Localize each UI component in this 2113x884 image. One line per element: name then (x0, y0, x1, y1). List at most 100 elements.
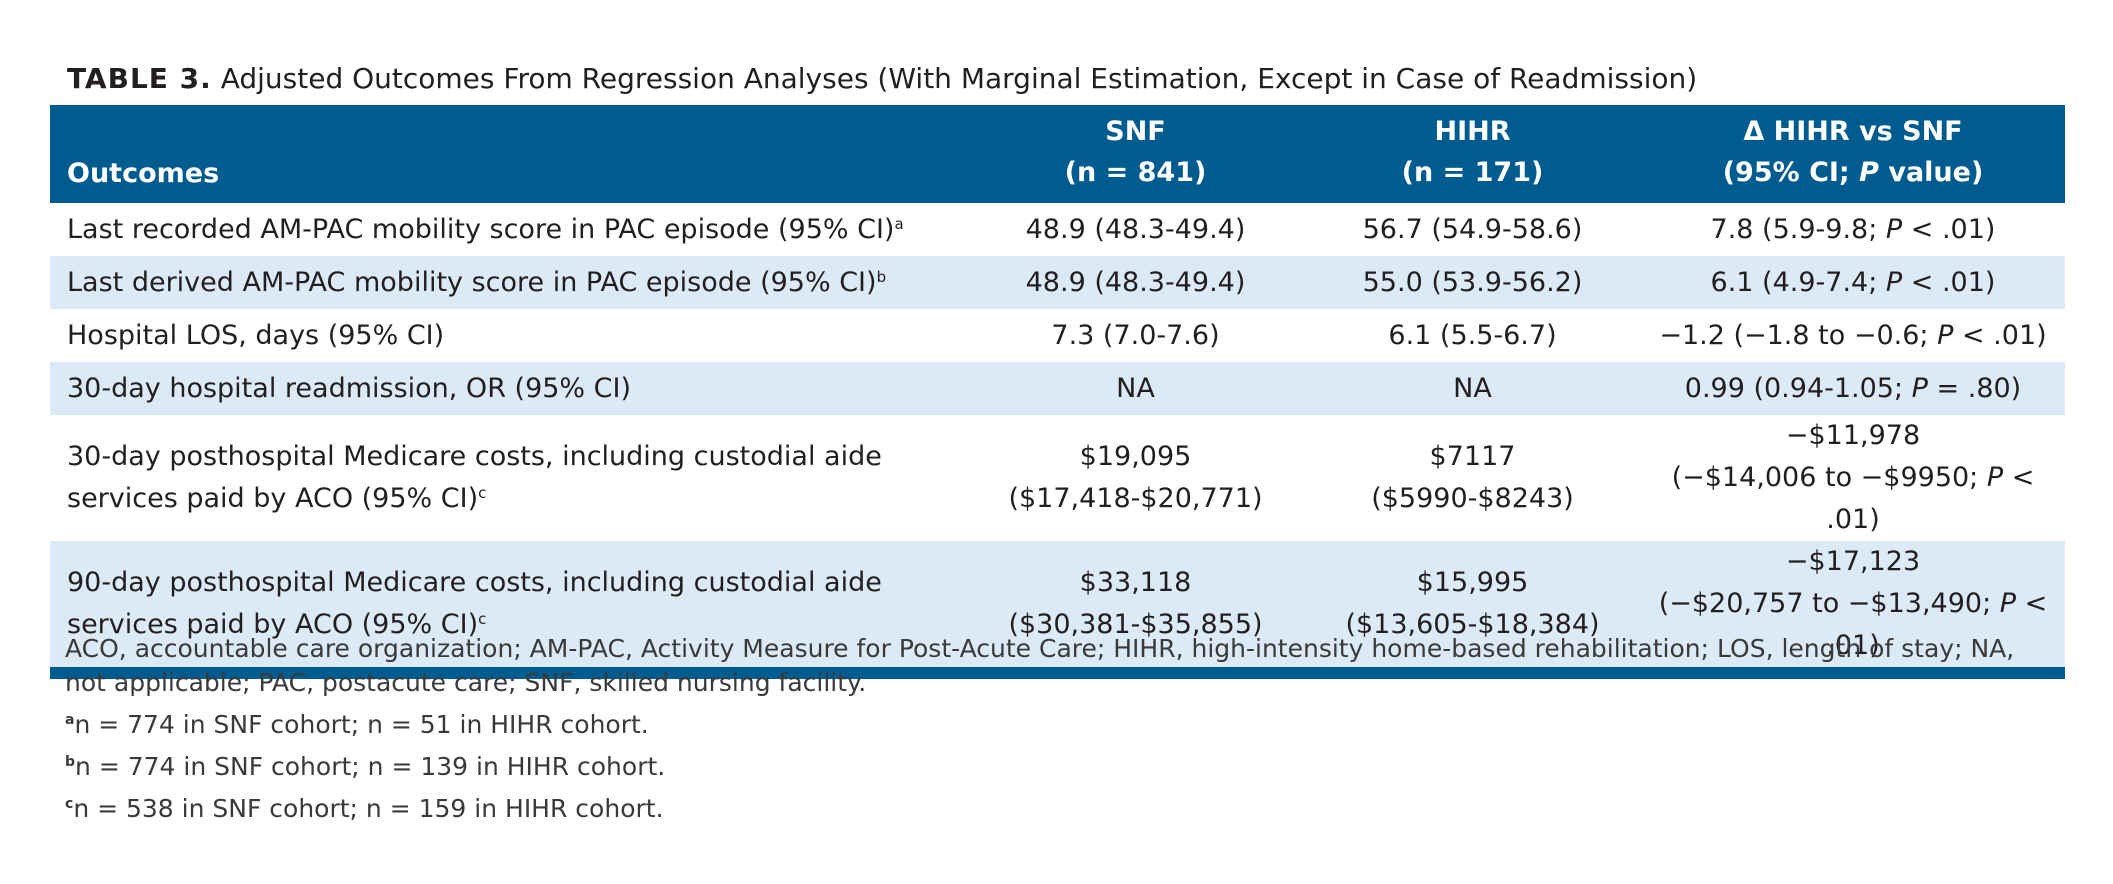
footnote-mark: b (876, 267, 887, 286)
cell-delta-pre: 6.1 (4.9-7.4; (1710, 266, 1886, 298)
p-symbol: P (1911, 372, 1928, 404)
cell-hihr: $7117 ($5990-$8243) (1304, 415, 1641, 541)
footnote-c: cn = 538 in SNF cohort; n = 159 in HIHR … (65, 792, 2055, 826)
table-row: 30-day hospital readmission, OR (95% CI)… (50, 362, 2065, 415)
row-label-line1: 90-day posthospital Medicare costs, incl… (67, 567, 882, 598)
cell-delta-post: < .01) (1902, 266, 1996, 298)
row-label: Last recorded AM-PAC mobility score in P… (50, 203, 967, 256)
footnote-text: n = 538 in SNF cohort; n = 159 in HIHR c… (73, 794, 664, 823)
header-snf-n: (n = 841) (1064, 157, 1207, 188)
header-hihr-n: (n = 171) (1401, 157, 1544, 188)
header-delta: Δ HIHR vs SNF (95% CI; P value) (1641, 105, 2065, 203)
cell-snf-value: $19,095 (1079, 441, 1192, 472)
p-symbol: P (1885, 213, 1903, 245)
cell-delta: −1.2 (−1.8 to −0.6; P < .01) (1641, 309, 2065, 362)
cell-delta-pre: 7.8 (5.9-9.8; (1710, 213, 1886, 245)
footnote-a: an = 774 in SNF cohort; n = 51 in HIHR c… (65, 708, 2055, 742)
footnote-mark: a (894, 214, 904, 233)
header-delta-ci-pre: (95% CI; (1722, 157, 1860, 188)
header-snf-name: SNF (1105, 116, 1166, 147)
footnote-text: n = 774 in SNF cohort; n = 139 in HIHR c… (75, 752, 666, 781)
header-delta-ci: (95% CI; P value) (1641, 152, 2065, 193)
row-label-text: Last derived AM-PAC mobility score in PA… (67, 266, 877, 298)
table-row: Last derived AM-PAC mobility score in PA… (50, 256, 2065, 309)
cell-snf: 48.9 (48.3-49.4) (1025, 213, 1246, 245)
cell-delta-pre: (−$20,757 to −$13,490; (1658, 588, 2000, 619)
header-outcomes: Outcomes (50, 105, 967, 203)
row-label-line2: services paid by ACO (95% CI)c (67, 478, 967, 520)
row-label: 30-day posthospital Medicare costs, incl… (50, 415, 967, 541)
cell-hihr: NA (1304, 362, 1641, 415)
cell-delta: 7.8 (5.9-9.8; P < .01) (1641, 203, 2065, 256)
cell-delta-pre: −1.2 (−1.8 to −0.6; (1659, 319, 1938, 351)
header-snf: SNF (n = 841) (967, 105, 1304, 203)
abbreviations-note: ACO, accountable care organization; AM-P… (65, 634, 2015, 697)
cell-delta-value: −$11,978 (1785, 420, 1921, 451)
table-header-row: Outcomes SNF (n = 841) HIHR (n = 171) Δ … (50, 105, 2065, 203)
footnote-mark: b (65, 754, 76, 770)
cell-snf: 7.3 (7.0-7.6) (1051, 319, 1220, 351)
footnote-mark: c (65, 796, 74, 812)
cell-snf: $33,118 ($30,381-$35,855) (967, 541, 1304, 679)
row-label-text: Last recorded AM-PAC mobility score in P… (67, 213, 895, 245)
cell-snf-value: $33,118 (1079, 567, 1192, 598)
table-row: Hospital LOS, days (95% CI) 7.3 (7.0-7.6… (50, 309, 2065, 362)
row-label: Hospital LOS, days (95% CI) (67, 319, 445, 351)
cell-hihr: $15,995 ($13,605-$18,384) (1304, 541, 1641, 679)
row-label: 30-day hospital readmission, OR (95% CI) (50, 362, 967, 415)
table-label: TABLE 3. (67, 62, 212, 95)
cell-delta-value: −$17,123 (1785, 546, 1921, 577)
cell-delta-post: < .01) (1826, 462, 2035, 535)
cell-delta-post: = .80) (1927, 372, 2022, 404)
footnote-mark: c (478, 610, 487, 628)
table-title: Adjusted Outcomes From Regression Analys… (220, 62, 1698, 95)
cell-delta-post: < .01) (1953, 319, 2047, 351)
table-caption: TABLE 3. Adjusted Outcomes From Regressi… (67, 62, 1697, 96)
row-label: 90-day posthospital Medicare costs, incl… (50, 541, 967, 679)
outcomes-table: Outcomes SNF (n = 841) HIHR (n = 171) Δ … (50, 105, 2065, 679)
cell-snf-ci: ($17,418-$20,771) (1008, 483, 1263, 514)
cell-hihr-ci: ($13,605-$18,384) (1345, 609, 1600, 640)
cell-delta-pre: (−$14,006 to −$9950; (1671, 462, 1987, 493)
p-symbol: P (1937, 319, 1954, 351)
p-symbol: P (1999, 588, 2017, 619)
row-label: Last derived AM-PAC mobility score in PA… (50, 256, 967, 309)
header-hihr-name: HIHR (1434, 116, 1511, 147)
cell-hihr-value: $15,995 (1416, 567, 1529, 598)
p-symbol: P (1986, 462, 2004, 493)
row-label-line2-text: services paid by ACO (95% CI) (67, 609, 479, 640)
header-delta-ci-post: value) (1878, 157, 1984, 188)
cell-delta-ci: (−$20,757 to −$13,490; P < .01) (1641, 583, 2065, 667)
cell-delta-post: < .01) (1902, 213, 1996, 245)
header-delta-name: Δ HIHR vs SNF (1743, 116, 1963, 147)
p-symbol: P (1885, 266, 1903, 298)
footnote-text: n = 774 in SNF cohort; n = 51 in HIHR co… (74, 710, 649, 739)
cell-delta: −$17,123 (−$20,757 to −$13,490; P < .01) (1641, 541, 2065, 679)
cell-delta-ci: (−$14,006 to −$9950; P < .01) (1641, 457, 2065, 541)
footnote-mark: c (478, 484, 487, 502)
header-delta-p: P (1859, 157, 1879, 188)
cell-hihr: 55.0 (53.9-56.2) (1304, 256, 1641, 309)
cell-hihr-value: $7117 (1429, 441, 1516, 472)
row-label-line2: services paid by ACO (95% CI)c (67, 604, 967, 646)
cell-delta-post: < .01) (1826, 588, 2048, 661)
table-row: Last recorded AM-PAC mobility score in P… (50, 203, 2065, 256)
cell-snf: NA (967, 362, 1304, 415)
footnote-mark: a (65, 712, 75, 728)
cell-delta: 6.1 (4.9-7.4; P < .01) (1641, 256, 2065, 309)
row-label-line2-text: services paid by ACO (95% CI) (67, 483, 479, 514)
table-notes: ACO, accountable care organization; AM-P… (65, 632, 2055, 834)
table-row: 90-day posthospital Medicare costs, incl… (50, 541, 2065, 679)
cell-snf: 48.9 (48.3-49.4) (967, 256, 1304, 309)
row-label-line1: 30-day posthospital Medicare costs, incl… (67, 441, 882, 472)
cell-hihr: 6.1 (5.5-6.7) (1388, 319, 1557, 351)
cell-hihr: 56.7 (54.9-58.6) (1362, 213, 1583, 245)
cell-delta: 0.99 (0.94-1.05; P = .80) (1641, 362, 2065, 415)
cell-delta: −$11,978 (−$14,006 to −$9950; P < .01) (1641, 415, 2065, 541)
cell-snf-ci: ($30,381-$35,855) (1008, 609, 1263, 640)
footnote-b: bn = 774 in SNF cohort; n = 139 in HIHR … (65, 750, 2055, 784)
cell-delta-pre: 0.99 (0.94-1.05; (1684, 372, 1912, 404)
cell-hihr-ci: ($5990-$8243) (1371, 483, 1574, 514)
table-row: 30-day posthospital Medicare costs, incl… (50, 415, 2065, 541)
